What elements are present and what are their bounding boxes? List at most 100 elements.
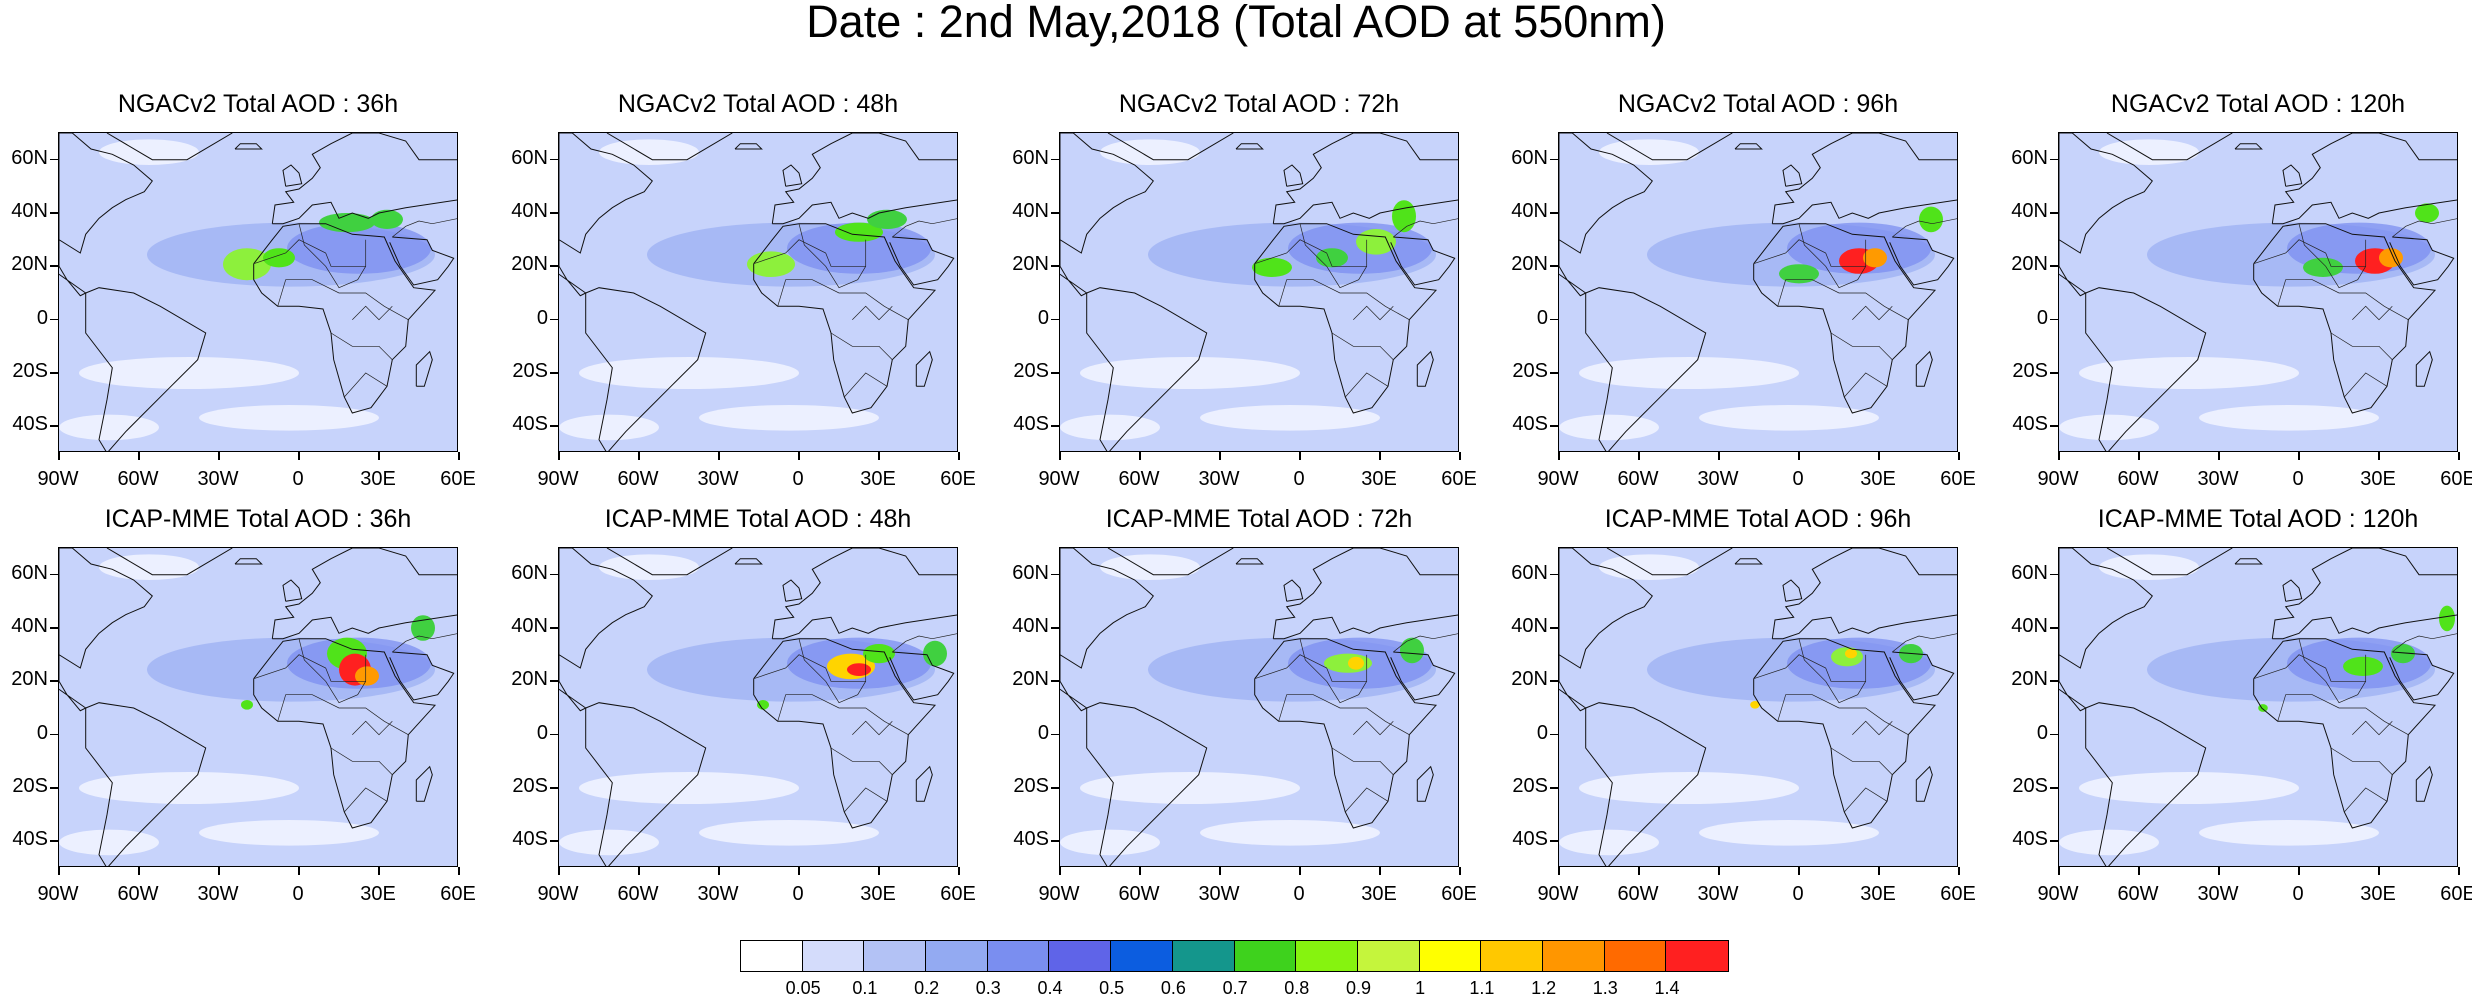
lon-tick-mark — [298, 452, 300, 460]
lat-tick-mark — [1550, 787, 1558, 789]
lat-tick-label: 0 — [1536, 306, 1548, 329]
country-border — [753, 239, 867, 267]
lat-tick-mark — [1550, 372, 1558, 374]
low-aod-region — [2199, 405, 2379, 431]
lon-tick-label: 30E — [2360, 883, 2396, 905]
lat-tick-mark — [550, 425, 558, 427]
lat-tick-label: 40S — [1013, 828, 1049, 851]
europe-coastline — [1771, 548, 1957, 640]
arabia-coastline — [389, 236, 455, 286]
country-border — [1798, 223, 1867, 289]
country-border — [1353, 305, 1394, 321]
lat-tick-mark — [1051, 318, 1059, 321]
lat-tick-label: 20N — [2011, 668, 2048, 691]
aod-map — [1558, 132, 1958, 452]
lon-tick-label: 0 — [2292, 883, 2304, 905]
lon-tick-label: 60E — [440, 468, 476, 490]
lat-tick-label: 60N — [1511, 561, 1548, 584]
low-aod-region — [599, 139, 699, 165]
lon-tick-label: 90W — [537, 883, 579, 905]
lat-tick-mark — [1051, 787, 1059, 789]
lat-tick-label: 20S — [512, 775, 548, 797]
panel-title: NGACv2 Total AOD : 48h — [617, 90, 899, 118]
lat-tick-mark — [2050, 733, 2058, 736]
country-border — [1353, 720, 1394, 736]
british-isles-coastline — [282, 579, 303, 602]
africa-coastline — [1254, 223, 1438, 414]
lat-tick-label: 60N — [11, 146, 48, 169]
lon-tick-mark — [2138, 867, 2140, 875]
greenland-coastline — [2106, 133, 2233, 161]
europe-coastline — [771, 133, 957, 225]
madagascar-coastline — [2415, 350, 2433, 387]
country-border — [1393, 633, 1458, 653]
low-aod-region — [2059, 829, 2159, 856]
aod-plume — [2343, 656, 2383, 676]
lat-tick-label: 20S — [1512, 360, 1548, 382]
lat-tick-label: 40S — [12, 828, 48, 851]
lon-tick-label: 60W — [2117, 883, 2159, 905]
map-panel: NGACv2 Total AOD : 96h 60N 40N 20N 0 20S 40S 90… — [1511, 90, 1976, 490]
lon-tick-mark — [1718, 867, 1720, 875]
map-panel: NGACv2 Total AOD : 120h 60N 40N 20N 0 20S 40S 9… — [2011, 90, 2472, 490]
colorbar-box — [1049, 941, 1112, 971]
iceland-coastline — [1235, 143, 1264, 150]
aod-map — [2058, 547, 2458, 867]
aod-plume — [2391, 644, 2415, 664]
lat-tick-mark — [1051, 425, 1059, 427]
aod-background — [59, 133, 457, 451]
lat-tick-mark — [1550, 627, 1558, 629]
colorbar-label: 0.6 — [1160, 978, 1186, 998]
madagascar-coastline — [915, 765, 933, 802]
colorbar-box — [1419, 941, 1482, 971]
lon-tick-label: 30W — [2197, 883, 2239, 905]
arabia-coastline — [889, 651, 955, 701]
arabia-coastline — [1390, 651, 1456, 701]
lon-tick-mark — [138, 452, 140, 460]
country-border — [1892, 633, 1957, 653]
greenland-coastline — [1107, 548, 1234, 576]
country-border — [1777, 279, 1909, 321]
country-border — [1830, 747, 1893, 775]
lon-tick-mark — [1379, 452, 1381, 460]
lon-tick-label: 30W — [2197, 468, 2239, 490]
aod-plume — [2379, 248, 2403, 268]
aod-plume — [411, 615, 435, 641]
lat-tick-mark — [50, 158, 58, 161]
lat-tick-mark — [1051, 573, 1059, 576]
panel-title: NGACv2 Total AOD : 36h — [117, 90, 399, 118]
colorbar-label: 0.3 — [975, 978, 1001, 998]
country-border — [253, 654, 367, 682]
low-aod-region — [1200, 405, 1380, 431]
madagascar-coastline — [415, 765, 433, 802]
country-border — [1345, 787, 1389, 813]
iceland-coastline — [1734, 558, 1763, 565]
lat-tick-label: 0 — [536, 306, 548, 329]
lat-tick-mark — [50, 680, 58, 682]
lon-tick-label: 0 — [792, 468, 804, 490]
aod-plume — [1845, 648, 1857, 659]
africa-coastline — [1254, 638, 1438, 829]
lat-tick-mark — [2050, 318, 2058, 321]
lon-tick-mark — [1299, 452, 1301, 460]
lat-tick-label: 20S — [512, 360, 548, 382]
lat-tick-mark — [1051, 840, 1059, 842]
lon-tick-label: 60W — [617, 468, 659, 490]
colorbar-box — [1111, 941, 1173, 971]
aod-field — [1060, 548, 1458, 866]
north-america-coastline — [1559, 133, 1653, 297]
lon-tick-label: 30E — [360, 468, 396, 490]
lat-tick-mark — [50, 573, 58, 576]
lon-tick-mark — [798, 452, 800, 460]
country-border — [1777, 694, 1909, 736]
arabia-coastline — [1889, 651, 1955, 701]
aod-plume — [835, 222, 883, 242]
lon-tick-mark — [218, 452, 220, 460]
aod-plume — [863, 644, 895, 664]
country-border — [2277, 279, 2409, 321]
aod-plume — [319, 213, 375, 233]
colorbar-box — [802, 941, 865, 971]
arabia-coastline — [2389, 651, 2455, 701]
lon-tick-label: 0 — [1293, 883, 1305, 905]
colorbar-label: 0.5 — [1099, 978, 1125, 998]
